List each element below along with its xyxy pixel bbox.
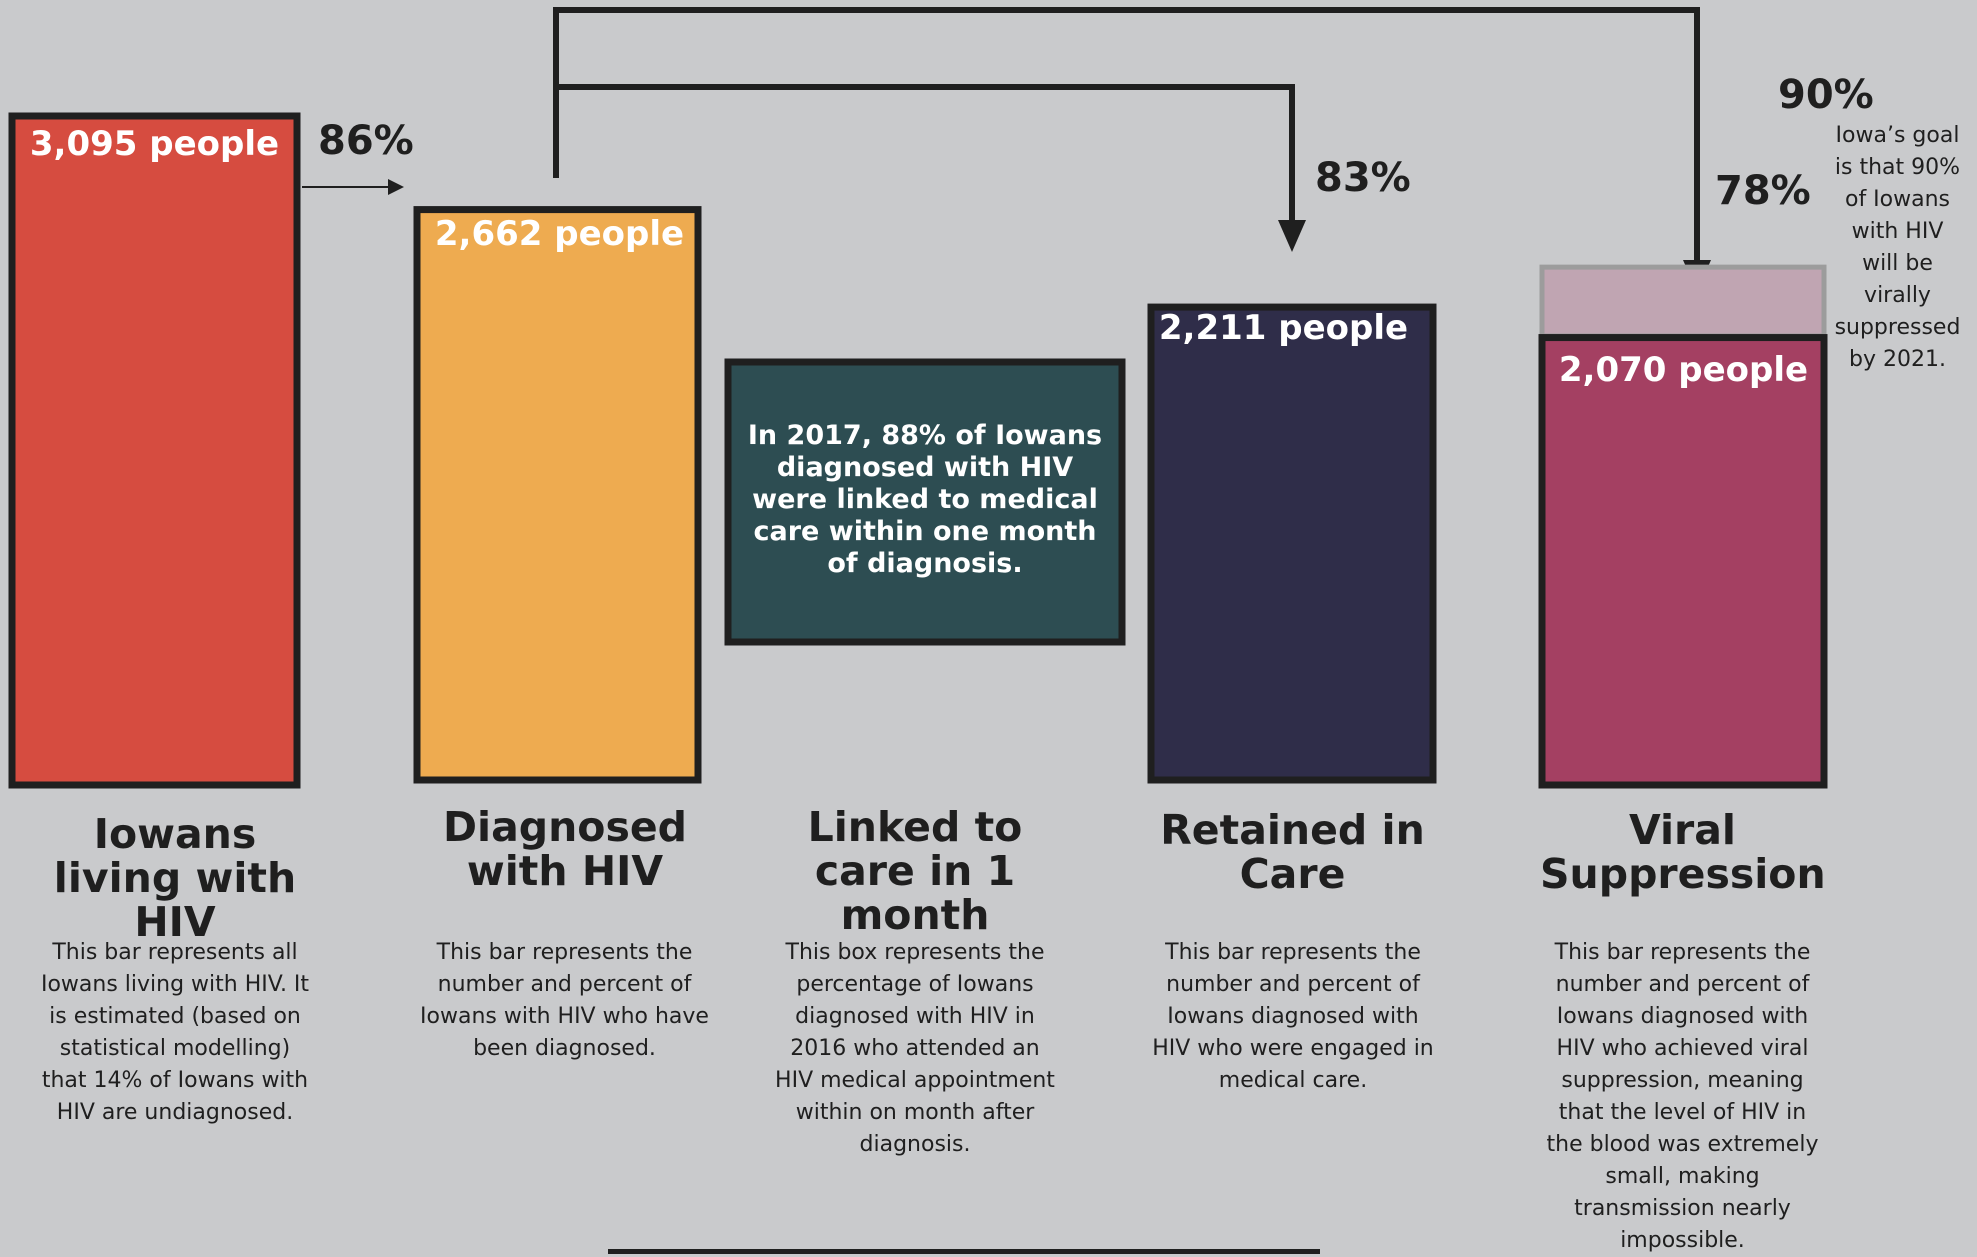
- connector-line-retained: [556, 84, 1295, 224]
- percent-label-suppressed: 78%: [1715, 168, 1811, 214]
- percent-label-retained: 83%: [1315, 155, 1411, 201]
- bar-viral-suppression-goal: [1539, 264, 1827, 339]
- stage-description-living: This bar represents all Iowans living wi…: [40, 940, 310, 1125]
- stage-title-linked: Linked to care in 1 month: [807, 803, 1023, 939]
- value-label-retained: 2,211 people: [1158, 308, 1409, 348]
- stage-title-living: Iowans living with HIV: [53, 810, 297, 946]
- bar-diagnosed: [413, 206, 702, 784]
- bar-living-with-hiv: [8, 112, 301, 789]
- bar-retained-in-care: [1147, 303, 1437, 784]
- value-label-suppressed: 2,070 people: [1558, 350, 1809, 390]
- arrowhead-retained: [1278, 220, 1306, 252]
- stage-description-suppression: This bar represents the number and perce…: [1546, 940, 1819, 1253]
- stage-title-suppression: Viral Suppression: [1540, 806, 1826, 898]
- linked-to-care-text: In 2017, 88% of Iowans diagnosed with HI…: [747, 420, 1103, 579]
- stage-description-diagnosed: This bar represents the number and perce…: [420, 940, 709, 1061]
- stage-title-diagnosed: Diagnosed with HIV: [442, 803, 688, 895]
- stage-description-retained: This bar represents the number and perce…: [1152, 940, 1434, 1093]
- stage-title-retained: Retained in Care: [1160, 806, 1425, 898]
- goal-note: Iowa’s goal is that 90% of Iowans with H…: [1834, 123, 1961, 372]
- value-label-diagnosed: 2,662 people: [434, 214, 685, 254]
- percent-label-goal: 90%: [1778, 72, 1874, 118]
- bar-viral-suppression: [1538, 334, 1828, 789]
- box-linked-to-care: [724, 358, 1126, 646]
- connector-line-suppression: [553, 7, 1700, 288]
- stage-description-linked: This box represents the percentage of Io…: [775, 940, 1055, 1157]
- value-label-living: 3,095 people: [29, 124, 280, 164]
- percent-label-diagnosed: 86%: [318, 118, 414, 164]
